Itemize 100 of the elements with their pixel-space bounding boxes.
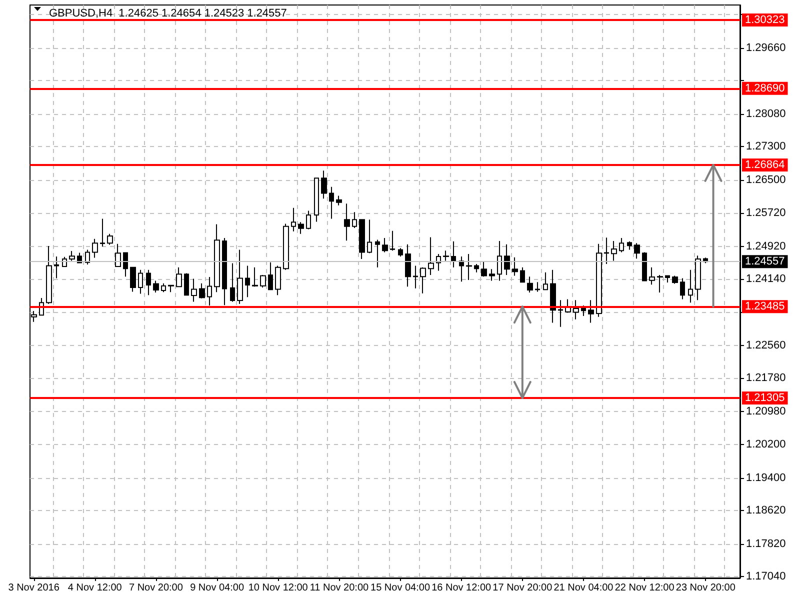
candlestick [130, 266, 136, 292]
x-tick-label: 9 Nov 04:00 [190, 582, 244, 594]
candlestick [504, 244, 510, 276]
candlestick [291, 207, 296, 232]
candlestick [184, 272, 189, 296]
candlestick [85, 249, 90, 265]
candlestick [489, 268, 495, 282]
x-tick-label: 17 Nov 20:00 [492, 582, 553, 594]
x-tick-label: 23 Nov 20:00 [676, 582, 736, 594]
candlestick [314, 177, 319, 222]
candlestick [443, 250, 449, 262]
candlestick [695, 255, 701, 301]
candlestick [550, 269, 556, 324]
ref-line-label: 1.26864 [745, 158, 785, 171]
candlestick [405, 244, 411, 288]
y-tick-label: 1.24140 [746, 273, 786, 286]
candlestick [481, 261, 487, 278]
candlestick [474, 264, 479, 273]
x-tick-label: 10 Nov 12:00 [248, 582, 308, 594]
candlestick [466, 253, 472, 280]
candlestick [497, 240, 502, 282]
candlestick [69, 250, 75, 262]
candlestick [100, 218, 105, 247]
candlestick [398, 248, 403, 257]
x-tick-label: 11 Nov 20:00 [310, 582, 369, 594]
candlestick [611, 240, 617, 262]
candlestick [535, 282, 540, 292]
candlestick [252, 266, 258, 288]
candlestick [420, 266, 426, 294]
candlestick [123, 252, 128, 278]
ref-line-label: 1.28690 [745, 82, 785, 94]
y-tick-label: 1.26500 [746, 174, 786, 186]
candlestick [168, 284, 174, 293]
candlestick [54, 256, 59, 279]
x-tick-label: 4 Nov 12:00 [68, 582, 122, 594]
x-tick-label: 3 Nov 2016 [8, 582, 60, 594]
candlestick [115, 243, 121, 268]
candlestick [581, 305, 586, 317]
candlestick [46, 246, 52, 304]
candlestick [451, 240, 456, 268]
candlestick [604, 237, 609, 265]
candlestick [336, 195, 342, 206]
candlestick [214, 224, 220, 293]
candlestick [688, 269, 693, 304]
candlestick [359, 218, 365, 260]
y-tick-label: 1.24920 [746, 240, 786, 252]
candlestick [527, 276, 533, 294]
candlestick [176, 266, 182, 288]
candlestick [329, 186, 334, 220]
candlestick [413, 265, 418, 289]
candlestick [642, 252, 647, 282]
candlestick [245, 265, 250, 298]
candlestick [459, 256, 464, 282]
y-tick-label: 1.19400 [746, 472, 786, 484]
y-tick-label: 1.28080 [746, 108, 786, 120]
y-tick-label: 1.21780 [746, 372, 786, 384]
y-tick-label: 1.20980 [746, 406, 786, 418]
candlestick [138, 269, 143, 294]
y-tick-label: 1.22560 [746, 339, 786, 352]
ref-line-label: 1.24557 [745, 256, 785, 268]
candlestick [367, 219, 372, 254]
y-tick-label: 1.18620 [746, 504, 786, 517]
candlestick [107, 233, 113, 246]
candlestick [657, 274, 663, 294]
candlestick [627, 240, 632, 250]
candlestick [428, 236, 434, 276]
y-tick-label: 1.17040 [746, 570, 786, 583]
candlestick [520, 266, 525, 283]
candlestick [680, 278, 685, 300]
candlestick [649, 266, 655, 286]
candlestick [665, 274, 670, 283]
candlestick [573, 300, 579, 320]
ref-line-label: 1.23485 [745, 300, 785, 313]
candlestick [92, 238, 98, 258]
y-tick-label: 1.20200 [746, 438, 786, 450]
candlestick [596, 243, 602, 318]
candlestick [375, 239, 380, 268]
ref-line-label: 1.30323 [745, 14, 785, 26]
candlestick [344, 203, 350, 242]
candlestick [191, 278, 197, 302]
candlestick [298, 222, 304, 234]
candlestick [306, 210, 311, 230]
candlestick [153, 280, 159, 294]
candlestick [321, 170, 327, 200]
candlestick [588, 300, 594, 324]
candlestick [543, 272, 548, 291]
candlestick [237, 249, 243, 304]
y-tick-label: 1.25720 [746, 206, 786, 219]
candlestick [512, 256, 518, 276]
x-tick-label: 21 Nov 04:00 [554, 582, 614, 594]
candlestick [146, 269, 151, 296]
candlestick [390, 230, 395, 252]
candlestick [230, 262, 235, 302]
candlestick [161, 282, 166, 293]
y-tick-label: 1.29660 [746, 42, 786, 54]
ref-line-label: 1.21305 [745, 392, 785, 404]
candlestick [222, 238, 227, 306]
candlestick [672, 275, 678, 284]
x-tick-label: 15 Nov 04:00 [370, 582, 430, 594]
chart-title: GBPUSD,H4 1.24625 1.24654 1.24523 1.24557 [49, 8, 287, 20]
